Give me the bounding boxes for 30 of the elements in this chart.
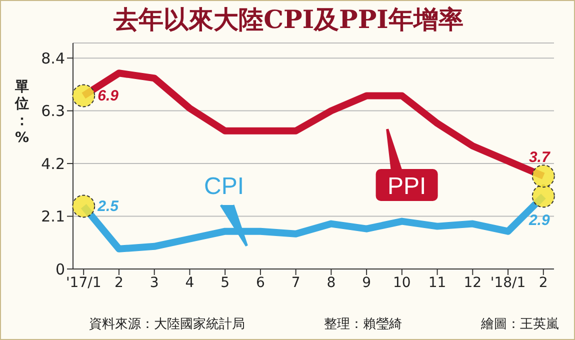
data-label: 2.5 xyxy=(96,198,120,216)
data-label: 2.9 xyxy=(528,212,550,230)
x-tick-label: 7 xyxy=(291,274,300,291)
text: 繪圖：王英嵐 xyxy=(481,316,559,333)
x-tick-label: 3 xyxy=(150,274,159,291)
x-tick-label: 11 xyxy=(428,274,446,291)
series-label: PPI xyxy=(387,173,426,200)
x-tick-label: 12 xyxy=(464,274,482,291)
x-tick-label: 5 xyxy=(220,274,230,291)
y-tick-label: 8.4 xyxy=(41,49,65,68)
y-tick-label: 2.1 xyxy=(41,208,65,226)
x-tick-label: 2 xyxy=(114,274,124,291)
x-tick-label: 10 xyxy=(393,274,411,291)
x-tick-label: 4 xyxy=(185,274,194,291)
y-tick-label: 0 xyxy=(55,260,65,278)
x-tick-label: '17/1 xyxy=(66,274,102,291)
chart-title: 去年以來大陸CPI及PPI年增率 xyxy=(112,4,464,36)
y-axis-title: 單位：% xyxy=(14,79,30,147)
x-tick-label: 9 xyxy=(362,274,372,291)
x-tick-label: 8 xyxy=(326,274,336,291)
x-tick-label: 6 xyxy=(256,274,265,291)
source-note: 資料來源：大陸國家統計局 xyxy=(89,316,245,333)
x-tick-label: '18/1 xyxy=(490,274,526,291)
x-tick-label: 2 xyxy=(538,274,548,291)
y-tick-label: 6.3 xyxy=(41,102,65,120)
text: 整理：賴瑩綺 xyxy=(324,316,402,333)
data-label: 3.7 xyxy=(528,149,550,166)
series-label: CPI xyxy=(204,173,244,200)
y-tick-label: 4.2 xyxy=(41,154,65,173)
data-label: 6.9 xyxy=(98,88,120,105)
